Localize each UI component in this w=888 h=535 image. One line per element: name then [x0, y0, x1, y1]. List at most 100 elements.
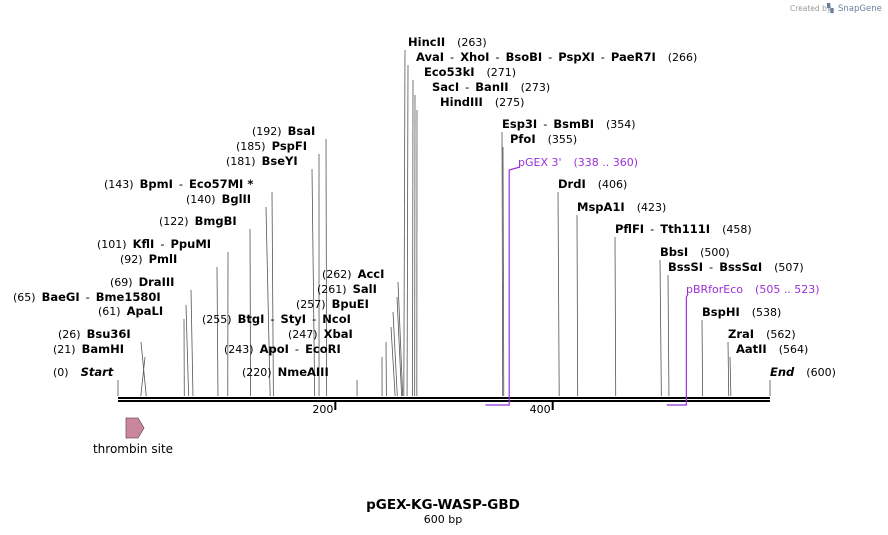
- enzyme-position: (423): [637, 201, 667, 214]
- sequence-strand-top: [118, 397, 770, 399]
- enzyme-name: Tth111I: [660, 222, 710, 236]
- enzyme-label: ZraI (562): [728, 327, 796, 341]
- name-separator: -: [179, 177, 183, 191]
- enzyme-label: (26) Bsu36I: [58, 327, 131, 341]
- enzyme-leader-line: [501, 131, 504, 397]
- enzyme-label: AvaI - XhoI - BsoBI - PspXI - PaeR7I (266): [416, 50, 697, 64]
- enzyme-name: KflI: [133, 237, 155, 251]
- enzyme-name: StyI: [281, 312, 307, 326]
- enzyme-label: (69) DraIII: [110, 275, 174, 289]
- enzyme-position: (21): [53, 343, 76, 356]
- primer: pGEX 3' (338 .. 360): [485, 156, 638, 406]
- enzyme-leader-line: [190, 289, 194, 397]
- enzyme-position: (507): [774, 261, 804, 274]
- enzyme-label: (92) PmlI: [120, 252, 177, 266]
- enzyme-position: (562): [766, 328, 796, 341]
- enzyme-name: AatII: [736, 342, 767, 356]
- enzyme-labels: (0) Start(21) BamHI(26) Bsu36I(61) ApaLI(65)…: [13, 35, 836, 379]
- enzyme-leader-line: [729, 356, 732, 397]
- enzyme-leader-line: [727, 341, 730, 397]
- enzyme-leader-line: [216, 266, 219, 397]
- enzyme-label: Eco53kI (271): [424, 65, 516, 79]
- enzyme-leaders: [117, 49, 771, 397]
- enzyme-name: DraIII: [139, 275, 175, 289]
- enzyme-leader-line: [614, 236, 617, 397]
- enzyme-position: (600): [806, 366, 836, 379]
- enzyme-name: BbsI: [660, 245, 688, 259]
- primer-label: pBRforEco (505 .. 523): [686, 283, 820, 296]
- enzyme-name: XhoI: [460, 50, 489, 64]
- enzyme-position: (354): [606, 118, 636, 131]
- primer-label: pGEX 3' (338 .. 360): [518, 156, 638, 169]
- enzyme-name: PspXI: [558, 50, 594, 64]
- enzyme-name: BaeGI: [42, 290, 80, 304]
- enzyme-name: DrdI: [558, 177, 586, 191]
- feature-arrow: [125, 417, 145, 439]
- enzyme-label: (261) SalI: [317, 282, 377, 296]
- enzyme-position: (500): [700, 246, 730, 259]
- enzyme-name: SacI: [432, 80, 459, 94]
- enzyme-name: BglII: [222, 192, 252, 206]
- enzyme-name: BspHI: [702, 305, 740, 319]
- map-length: 600 bp: [424, 513, 462, 526]
- name-separator: -: [270, 312, 274, 326]
- name-separator: -: [312, 312, 316, 326]
- enzyme-position: (261): [317, 283, 347, 296]
- enzyme-name: BsoBI: [506, 50, 543, 64]
- primer-arrow: [485, 166, 521, 406]
- credit-brand: SnapGene: [838, 4, 882, 14]
- enzyme-position: (458): [722, 223, 752, 236]
- enzyme-label: DrdI (406): [558, 177, 627, 191]
- enzyme-position: (122): [159, 215, 189, 228]
- enzyme-label: HindIII (275): [440, 95, 524, 109]
- enzyme-name: ZraI: [728, 327, 754, 341]
- enzyme-name: BtgI: [238, 312, 265, 326]
- enzyme-label: (122) BmgBI: [159, 214, 237, 228]
- name-separator: -: [295, 342, 299, 356]
- enzyme-name: EcoRI: [305, 342, 341, 356]
- enzyme-name: HindIII: [440, 95, 483, 109]
- name-separator: -: [495, 50, 499, 64]
- enzyme-name: PflFI: [615, 222, 644, 236]
- name-separator: -: [450, 50, 454, 64]
- enzyme-position: (220): [242, 366, 272, 379]
- enzyme-label: (220) NmeAIII: [242, 365, 329, 379]
- enzyme-name: PpuMI: [170, 237, 211, 251]
- enzyme-name: BpmI: [140, 177, 173, 191]
- enzyme-label: PflFI - Tth111I (458): [615, 222, 752, 236]
- enzyme-position: (61): [98, 305, 121, 318]
- enzyme-name: BssSI: [668, 260, 703, 274]
- enzyme-name: Esp3I: [502, 117, 537, 131]
- enzyme-name: Bsu36I: [87, 327, 131, 341]
- enzyme-label: (257) BpuEI: [296, 297, 369, 311]
- primer-name: pBRforEco: [686, 283, 743, 296]
- enzyme-label: (61) ApaLI: [98, 304, 163, 318]
- enzyme-leader-line: [392, 311, 398, 397]
- enzyme-name: MspA1I: [577, 200, 625, 214]
- enzyme-position: (406): [598, 178, 628, 191]
- enzyme-name: BssSαI: [719, 260, 762, 274]
- enzyme-name: PspFI: [272, 139, 307, 153]
- enzyme-position: (185): [236, 140, 266, 153]
- enzyme-label: (65) BaeGI - Bme1580I: [13, 290, 161, 304]
- primer-range: (338 .. 360): [574, 156, 639, 169]
- feature-label: thrombin site: [93, 442, 173, 456]
- enzyme-label: (185) PspFI: [236, 139, 307, 153]
- primer-name: pGEX 3': [518, 156, 562, 169]
- enzyme-name: BsaI: [288, 124, 316, 138]
- enzyme-name: Eco53kI: [424, 65, 475, 79]
- name-separator: -: [160, 237, 164, 251]
- name-separator: -: [650, 222, 654, 236]
- enzyme-leader-line: [412, 79, 414, 397]
- enzyme-position: (143): [104, 178, 134, 191]
- enzyme-position: (65): [13, 291, 36, 304]
- enzyme-name: PmlI: [149, 252, 178, 266]
- enzyme-leader-line: [325, 138, 328, 397]
- enzyme-position: (192): [252, 125, 282, 138]
- enzyme-label: BssSI - BssSαI (507): [668, 260, 804, 274]
- enzyme-position: (271): [487, 66, 517, 79]
- enzyme-label: (255) BtgI - StyI - NcoI: [202, 312, 351, 326]
- credit: Created by ▚ SnapGene: [790, 3, 882, 14]
- sequence-strand-bottom: [118, 400, 770, 402]
